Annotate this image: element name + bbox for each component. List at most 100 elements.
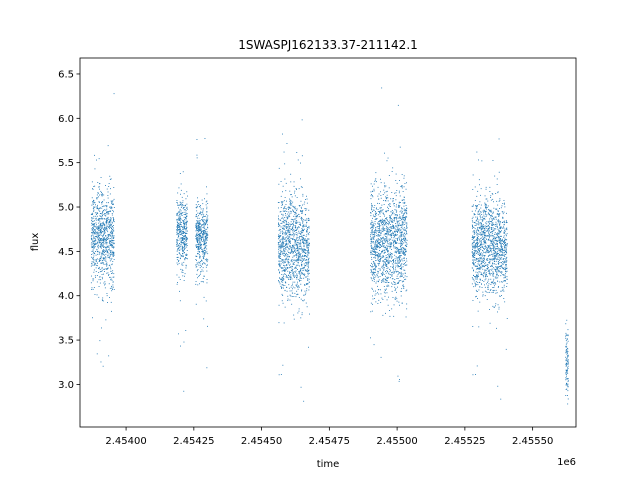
data-point bbox=[199, 251, 201, 253]
data-point bbox=[182, 272, 184, 273]
data-point bbox=[307, 270, 309, 272]
data-point bbox=[398, 257, 400, 259]
data-point bbox=[375, 293, 377, 295]
data-point bbox=[92, 261, 94, 263]
data-point bbox=[286, 242, 287, 244]
data-point bbox=[399, 258, 400, 260]
data-point bbox=[399, 216, 401, 217]
data-point bbox=[399, 211, 401, 213]
data-point bbox=[387, 157, 389, 159]
data-point bbox=[481, 262, 482, 264]
data-point bbox=[372, 271, 373, 273]
data-point bbox=[284, 225, 286, 226]
data-point bbox=[494, 251, 496, 253]
data-point bbox=[113, 227, 114, 229]
data-point bbox=[292, 272, 294, 273]
data-point bbox=[403, 229, 405, 231]
data-point bbox=[178, 229, 180, 231]
data-point bbox=[93, 264, 95, 266]
data-point bbox=[501, 266, 503, 268]
data-point bbox=[198, 204, 200, 205]
data-point bbox=[200, 236, 202, 237]
data-point bbox=[113, 187, 115, 188]
data-point bbox=[493, 229, 495, 231]
data-point bbox=[110, 268, 112, 270]
data-point bbox=[95, 226, 97, 228]
data-point bbox=[180, 345, 181, 347]
data-point bbox=[298, 256, 300, 257]
data-point bbox=[185, 204, 186, 206]
data-point bbox=[297, 286, 299, 288]
data-point bbox=[481, 233, 483, 235]
data-point bbox=[374, 219, 376, 220]
data-point bbox=[500, 245, 502, 247]
data-point bbox=[288, 236, 290, 237]
data-point bbox=[293, 228, 295, 230]
data-point bbox=[203, 252, 205, 254]
data-point bbox=[92, 201, 94, 203]
data-point bbox=[389, 310, 390, 311]
data-point bbox=[488, 255, 490, 256]
data-point bbox=[296, 294, 298, 296]
data-point bbox=[284, 260, 286, 262]
data-point bbox=[301, 211, 303, 212]
data-point bbox=[498, 235, 500, 237]
data-point bbox=[205, 201, 207, 203]
data-point bbox=[184, 205, 186, 207]
data-point bbox=[282, 242, 284, 243]
data-point bbox=[102, 251, 104, 253]
data-point bbox=[374, 246, 376, 248]
data-point bbox=[373, 215, 375, 217]
data-point bbox=[100, 247, 102, 249]
data-point bbox=[293, 211, 295, 213]
data-point bbox=[109, 235, 111, 237]
data-point bbox=[106, 230, 108, 231]
data-point bbox=[110, 218, 112, 220]
data-point bbox=[479, 184, 480, 186]
data-point bbox=[283, 210, 285, 212]
data-point bbox=[479, 234, 481, 235]
data-point bbox=[93, 251, 95, 253]
data-point bbox=[178, 244, 179, 246]
data-point bbox=[503, 275, 505, 276]
data-point bbox=[180, 218, 182, 220]
data-point bbox=[106, 272, 108, 274]
data-point bbox=[198, 242, 200, 244]
data-point bbox=[401, 238, 402, 240]
data-point bbox=[182, 237, 184, 239]
data-point bbox=[501, 262, 502, 263]
data-point bbox=[380, 197, 382, 199]
data-point bbox=[94, 226, 96, 228]
data-point bbox=[92, 188, 94, 190]
data-point bbox=[95, 232, 97, 234]
data-point bbox=[102, 300, 104, 302]
data-point bbox=[186, 233, 188, 234]
data-point bbox=[393, 261, 395, 262]
data-point bbox=[384, 219, 386, 221]
data-point bbox=[301, 312, 303, 314]
data-point bbox=[100, 232, 102, 234]
data-point bbox=[374, 248, 376, 250]
data-point bbox=[105, 256, 107, 258]
data-point bbox=[113, 220, 114, 221]
data-point bbox=[177, 225, 179, 226]
data-point bbox=[294, 215, 296, 217]
data-point bbox=[382, 241, 383, 243]
data-point bbox=[387, 230, 388, 232]
data-point bbox=[403, 259, 405, 261]
data-point bbox=[298, 214, 300, 215]
data-point bbox=[101, 239, 102, 241]
data-point bbox=[293, 234, 295, 236]
data-point bbox=[283, 220, 285, 221]
data-point bbox=[398, 235, 400, 237]
data-point bbox=[292, 292, 294, 294]
data-point bbox=[394, 263, 396, 265]
data-point bbox=[200, 247, 202, 249]
data-point bbox=[503, 223, 505, 225]
data-point bbox=[303, 299, 305, 301]
data-point bbox=[486, 250, 488, 252]
data-point bbox=[377, 238, 379, 239]
data-point bbox=[399, 214, 401, 216]
data-point bbox=[389, 247, 391, 249]
data-point bbox=[200, 248, 201, 249]
